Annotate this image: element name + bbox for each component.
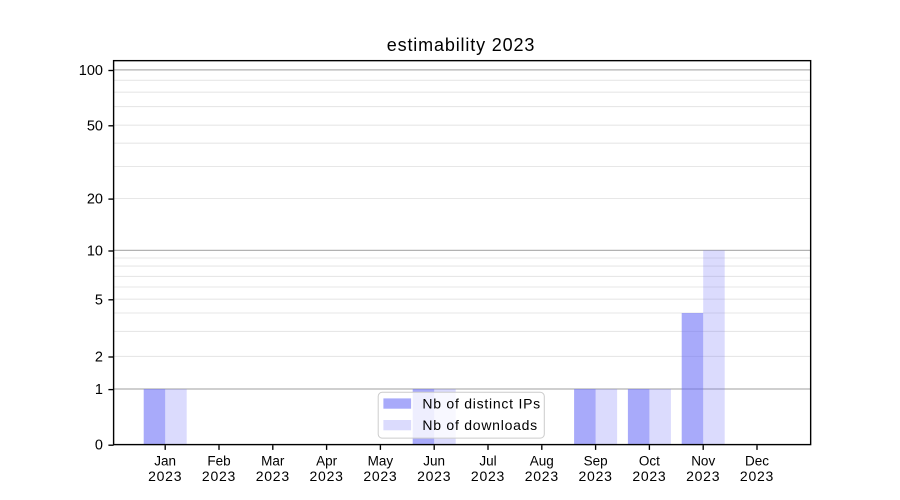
svg-text:2023: 2023 bbox=[740, 468, 774, 484]
svg-text:2023: 2023 bbox=[148, 468, 182, 484]
svg-text:Nov: Nov bbox=[691, 453, 715, 468]
svg-text:0: 0 bbox=[95, 438, 103, 454]
svg-text:Nb of distinct IPs: Nb of distinct IPs bbox=[422, 395, 541, 411]
svg-text:May: May bbox=[368, 453, 394, 468]
svg-text:Jun: Jun bbox=[423, 453, 445, 468]
svg-text:Jul: Jul bbox=[479, 453, 496, 468]
svg-text:2023: 2023 bbox=[579, 468, 613, 484]
svg-text:2023: 2023 bbox=[471, 468, 505, 484]
svg-text:Mar: Mar bbox=[261, 453, 285, 468]
svg-text:1: 1 bbox=[95, 382, 103, 398]
svg-text:5: 5 bbox=[95, 292, 103, 308]
svg-text:Nb of downloads: Nb of downloads bbox=[422, 417, 538, 433]
svg-text:2023: 2023 bbox=[686, 468, 720, 484]
svg-text:20: 20 bbox=[87, 192, 103, 208]
svg-text:2023: 2023 bbox=[363, 468, 397, 484]
svg-text:Oct: Oct bbox=[639, 453, 660, 468]
svg-text:2: 2 bbox=[95, 350, 103, 366]
svg-text:2023: 2023 bbox=[310, 468, 344, 484]
svg-text:estimability 2023: estimability 2023 bbox=[387, 35, 536, 55]
svg-text:2023: 2023 bbox=[632, 468, 666, 484]
svg-text:Feb: Feb bbox=[207, 453, 230, 468]
svg-text:Aug: Aug bbox=[530, 453, 554, 468]
svg-text:Sep: Sep bbox=[584, 453, 608, 468]
svg-text:Apr: Apr bbox=[316, 453, 338, 468]
svg-text:2023: 2023 bbox=[256, 468, 290, 484]
svg-text:Dec: Dec bbox=[745, 453, 769, 468]
svg-text:10: 10 bbox=[87, 244, 103, 260]
svg-text:100: 100 bbox=[79, 63, 103, 79]
svg-text:2023: 2023 bbox=[202, 468, 236, 484]
svg-text:2023: 2023 bbox=[525, 468, 559, 484]
svg-text:50: 50 bbox=[87, 118, 103, 134]
svg-text:Jan: Jan bbox=[154, 453, 176, 468]
svg-text:2023: 2023 bbox=[417, 468, 451, 484]
